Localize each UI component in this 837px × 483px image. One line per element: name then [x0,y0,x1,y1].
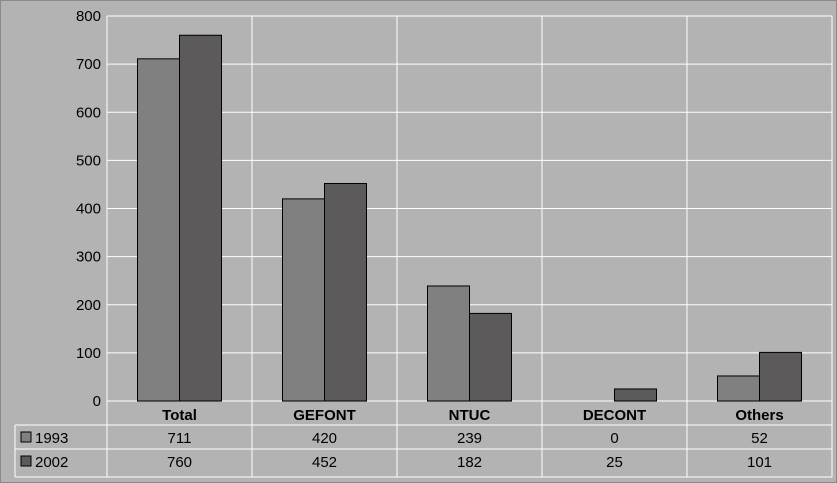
bars [137,34,802,402]
legend-label: 2002 [35,454,68,471]
data-table-value: 452 [312,454,337,471]
y-tick-label: 300 [76,249,101,266]
bar [427,285,470,402]
y-tick-label: 700 [76,56,101,73]
y-tick-label: 600 [76,104,101,121]
y-tick-label: 400 [76,201,101,218]
y-tick-label: 100 [76,345,101,362]
data-table-value: 0 [610,430,618,447]
gridlines [14,15,833,478]
data-table-value: 101 [747,454,772,471]
bar [717,375,760,402]
y-tick-label: 0 [93,393,101,410]
data-table: Total GEFONT NTUC DECONT Others 1993 711 420 239… [20,407,784,471]
bar [282,198,325,402]
data-table-value: 760 [167,454,192,471]
category-label: NTUC [449,407,491,424]
y-axis: 0 100 200 300 400 500 600 700 800 [76,8,101,410]
data-table-value: 182 [457,454,482,471]
bar [614,388,657,402]
data-table-value: 711 [168,430,192,447]
bar [324,182,367,402]
category-label: Total [162,407,197,424]
bar [137,58,180,402]
data-table-value: 239 [457,430,482,447]
legend-swatch [20,455,32,467]
data-table-value: 52 [751,430,768,447]
category-label: DECONT [583,407,646,424]
data-table-value: 420 [312,430,337,447]
category-label: Others [735,407,783,424]
legend-swatch [20,431,32,443]
y-tick-label: 200 [76,297,101,314]
bar [469,312,512,402]
category-label: GEFONT [293,407,356,424]
bar [759,351,802,402]
bar [179,34,222,402]
y-tick-label: 500 [76,152,101,169]
data-table-value: 25 [606,454,623,471]
legend-label: 1993 [35,430,68,447]
y-tick-label: 800 [76,8,101,25]
